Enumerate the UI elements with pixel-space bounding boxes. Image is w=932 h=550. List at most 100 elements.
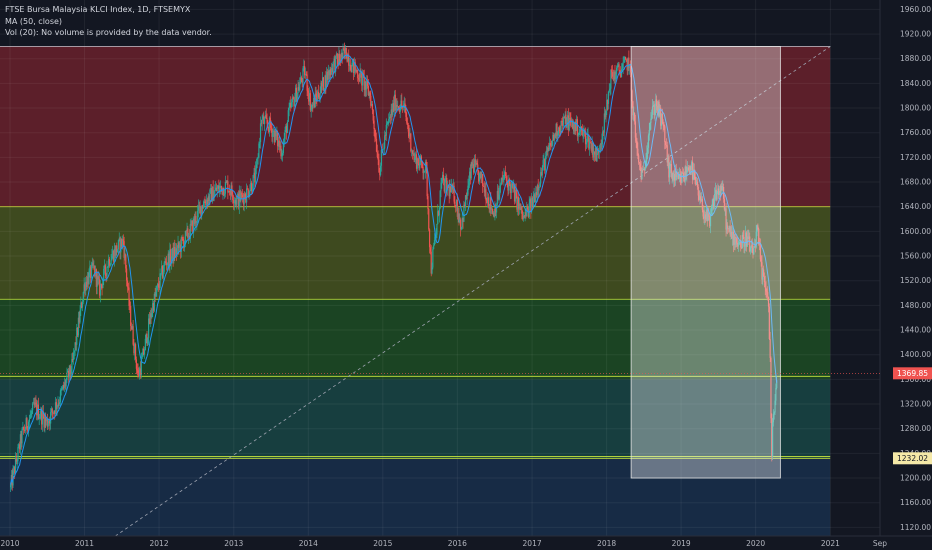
candle-body [240,192,242,202]
candle-body [709,214,712,227]
candle-body [583,130,585,134]
candle-body [388,116,391,120]
time-axis[interactable] [0,535,932,550]
candle-body [625,59,628,61]
candle-body [254,172,256,183]
candle-body [358,79,360,82]
candle-body [99,279,101,296]
candle-body [515,190,517,193]
candle-body [174,248,177,257]
candle-body [103,268,105,281]
candle-body [152,303,155,311]
candle-body [509,184,512,193]
candle-body [134,344,137,360]
candle-body [246,188,248,203]
candle-body [616,65,619,68]
candle-body [326,71,329,80]
candle-body [45,417,47,422]
candle-body [749,247,752,252]
candle-body [226,181,228,183]
time-tick-label: 2018 [597,539,616,548]
candle-body [236,197,238,205]
candle-body [566,124,568,128]
candle-body [726,225,728,230]
candle-body [553,134,556,141]
candle-body [579,131,581,133]
candle-body [744,243,746,247]
candle-body [520,205,522,210]
candle-body [577,134,579,137]
candle-body [470,162,472,179]
candle-body [47,423,49,427]
candle-body [61,388,63,390]
candle-body [242,197,244,205]
candle-body [121,239,124,247]
candle-body [448,186,450,197]
candle-body [264,115,267,119]
candle-body [641,169,643,180]
time-tick-label: 2013 [224,539,243,548]
candle-body [751,245,753,249]
candle-body [123,241,125,258]
candle-body [321,77,324,87]
candle-body [342,48,344,58]
candle-body [764,282,766,288]
candle-body [758,228,760,245]
candle-body [674,171,677,181]
candle-body [201,205,204,209]
candle-body [548,148,550,150]
candle-body [477,170,480,182]
fibonacci-zones [0,46,831,536]
candle-body [171,247,173,257]
candle-body [119,238,121,253]
candle-body [493,212,495,218]
candle-body [624,57,626,62]
candle-body [310,109,312,111]
candle-body [753,247,755,255]
candle-body [608,89,610,92]
candle-body [483,186,485,193]
candle-body [391,109,393,115]
candle-body [654,109,656,115]
candle-body [67,371,70,378]
candle-body [748,236,750,240]
candle-body [364,81,366,90]
candle-body [666,145,668,163]
candle-body [215,187,218,192]
candle-body [32,402,35,404]
candle-body [562,116,565,126]
candle-body [317,91,319,101]
candle-body [553,135,555,141]
candle-body [258,143,260,158]
candle-body [422,167,424,174]
candle-body [18,444,21,450]
candle-body [709,216,711,227]
candle-body [609,88,611,90]
diagonal-trend-line[interactable] [115,46,831,537]
candle-body [10,484,12,488]
candle-body [593,151,596,155]
candle-body [361,71,363,86]
candle-body [382,149,384,151]
candle-body [125,254,127,269]
candle-body [66,372,68,381]
candle-body [356,69,358,73]
candle-body [44,417,46,428]
candle-body [646,152,648,160]
legend-ma-line: MA (50, close) [5,16,63,26]
candle-body [25,418,27,430]
candle-body [51,408,53,413]
candle-body [354,62,356,72]
candle-body [403,103,405,106]
candle-body [664,126,666,143]
candle-body [385,124,387,136]
candle-body [613,71,615,81]
candle-body [72,352,75,361]
candle-body [371,104,374,110]
candle-body [219,185,222,188]
price-tick-label: 1800.00 [900,104,931,113]
candle-body [161,266,163,274]
candle-body [735,238,737,245]
selection-rectangle[interactable] [630,45,781,479]
